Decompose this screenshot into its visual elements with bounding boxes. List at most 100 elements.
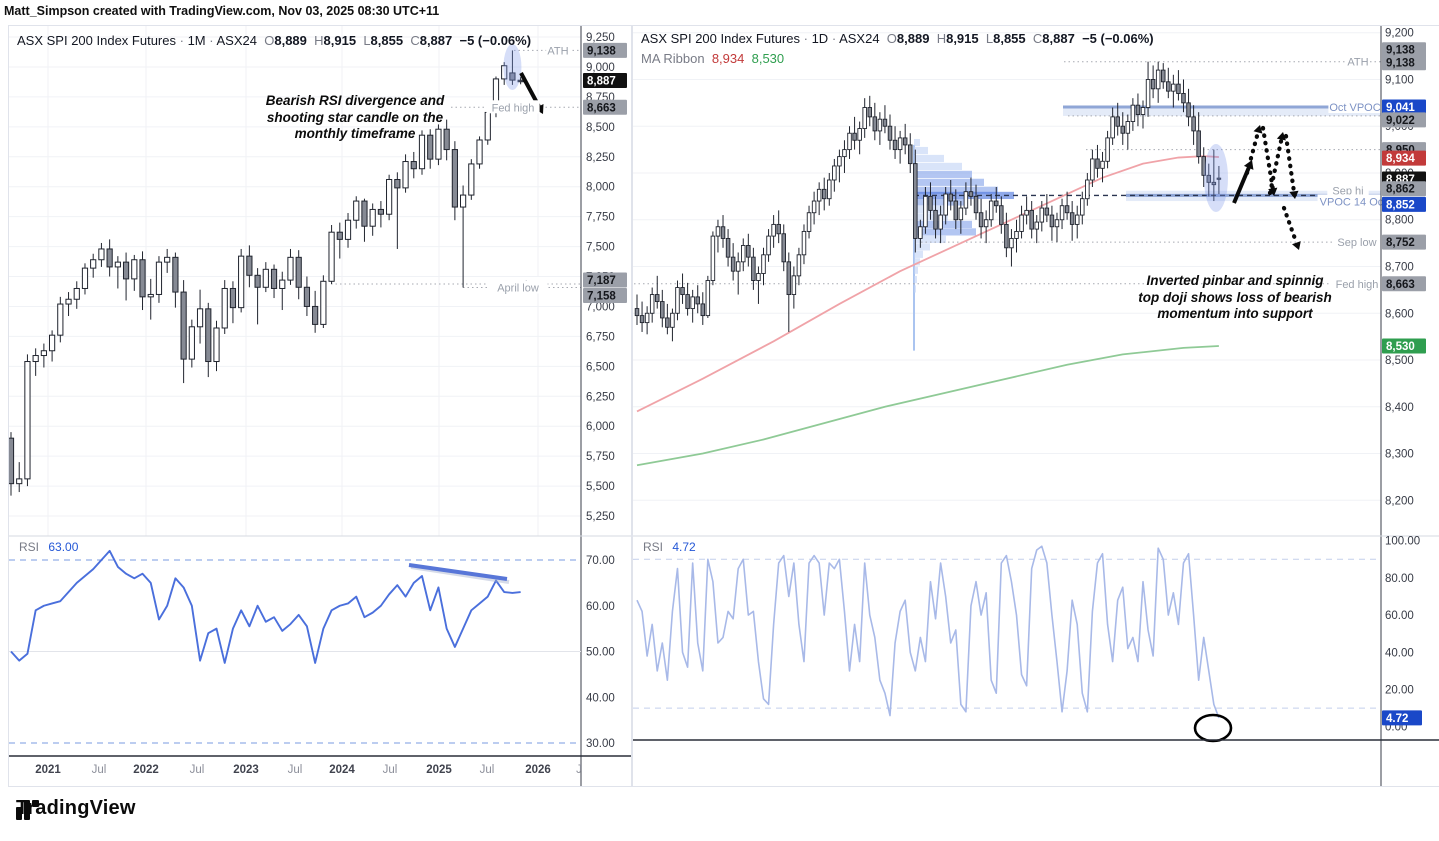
candle [933, 209, 938, 230]
symbol-title: ASX SPI 200 Index Futures [17, 33, 176, 48]
svg-text:30.00: 30.00 [586, 738, 615, 750]
interval-label[interactable]: 1D [811, 31, 829, 46]
candle [887, 125, 893, 141]
candle [882, 118, 888, 127]
time-axis-label[interactable]: Jul [190, 764, 205, 776]
open-value: 8,889 [274, 33, 307, 48]
candle [821, 188, 827, 200]
feed-label: ASX24 [839, 31, 880, 46]
monthly-candles [9, 50, 524, 496]
daily-legend[interactable]: ASX SPI 200 Index Futures · 1D · ASX24 O… [641, 31, 1154, 46]
candle [484, 111, 491, 141]
daily-candles [634, 61, 1222, 342]
candle [49, 334, 56, 352]
candle [1044, 207, 1050, 216]
axis-tick: 9,100 [1385, 74, 1414, 86]
daily-rsi-legend[interactable]: RSI 4.72 [643, 540, 696, 554]
candle [1069, 212, 1075, 225]
tradingview-logo-icon [16, 800, 39, 820]
candle [213, 327, 220, 363]
candle [862, 107, 867, 130]
candle [90, 259, 97, 269]
svg-text:8,852: 8,852 [1386, 199, 1415, 211]
candle [1211, 181, 1217, 186]
interval-label[interactable]: 1M [187, 33, 206, 48]
candle [509, 72, 516, 81]
candle [756, 273, 761, 281]
axis-tick: 8,700 [1385, 262, 1414, 274]
monthly-rsi-legend[interactable]: RSI 63.00 [19, 540, 79, 554]
candle [468, 163, 475, 196]
candle [857, 128, 862, 141]
candle [928, 195, 933, 211]
candle [1145, 79, 1151, 108]
time-axis-label[interactable]: Jul [288, 764, 303, 776]
time-axis-label[interactable]: Jul [480, 764, 495, 776]
axis-tick: 6,000 [586, 421, 615, 433]
candle [690, 296, 695, 310]
candle [418, 134, 426, 170]
price-badge [583, 42, 627, 58]
candle [978, 212, 984, 228]
time-axis-label[interactable]: 2023 [233, 764, 259, 776]
oct-value-area-band [1063, 107, 1381, 116]
candle [476, 139, 483, 165]
candle [229, 287, 237, 309]
daily-chart-pane[interactable]: ATH Oct VPOC Sep hi VPOC 14 Oct Sep low Fed h… [632, 25, 1439, 787]
monthly-legend[interactable]: ASX SPI 200 Index Futures · 1M · ASX24 O… [17, 33, 532, 48]
level-label: April low [497, 283, 539, 295]
candle [907, 144, 913, 165]
tradingview-logo[interactable]: TradingView [16, 797, 136, 820]
time-axis-label[interactable]: 2024 [329, 764, 355, 776]
candle [923, 195, 928, 228]
rsi-divergence-trendline[interactable] [408, 563, 508, 581]
price-badge [1382, 42, 1426, 58]
candle [246, 255, 253, 276]
candle [1110, 116, 1115, 139]
axis-tick: 6,250 [586, 391, 615, 403]
time-axis-label[interactable]: J [576, 764, 582, 776]
svg-text:9,138: 9,138 [587, 45, 616, 57]
candle [221, 287, 228, 329]
ma-ribbon-legend[interactable]: MA Ribbon 8,934 8,530 [641, 51, 785, 66]
time-axis-label[interactable]: 2026 [525, 764, 551, 776]
svg-text:9,022: 9,022 [1386, 115, 1415, 127]
candle [1201, 156, 1206, 176]
candle [402, 161, 409, 189]
svg-text:9,138: 9,138 [1386, 58, 1415, 70]
level-label: VPOC 14 Oct [1320, 196, 1387, 208]
axis-tick: 8,200 [1385, 495, 1414, 507]
candle [786, 261, 792, 296]
rsi-line [10, 549, 521, 664]
axis-tick: 5,750 [586, 451, 615, 463]
candle [320, 280, 327, 325]
candle [1150, 79, 1156, 90]
candle [1009, 237, 1014, 249]
candle [766, 235, 771, 256]
price-badge [583, 288, 627, 304]
candle [999, 205, 1004, 225]
candle [639, 315, 645, 324]
candle [172, 256, 179, 293]
time-axis-label[interactable]: Jul [92, 764, 107, 776]
time-axis-label[interactable]: 2025 [426, 764, 452, 776]
candle [867, 107, 873, 118]
level-label: Fed high [1336, 279, 1379, 291]
candle [832, 165, 837, 181]
high-value: 8,915 [323, 33, 357, 48]
svg-text:40.00: 40.00 [586, 692, 615, 704]
candle [40, 350, 47, 357]
candle [988, 200, 994, 221]
svg-text:4.72: 4.72 [1386, 713, 1408, 725]
time-axis-label[interactable]: Jul [383, 764, 398, 776]
time-axis-label[interactable]: 2022 [133, 764, 159, 776]
svg-text:7,158: 7,158 [587, 291, 616, 303]
candle [1059, 205, 1065, 221]
svg-text:8,663: 8,663 [587, 102, 616, 114]
candle [700, 303, 706, 317]
candle [114, 261, 121, 268]
time-axis-label[interactable]: 2021 [35, 764, 61, 776]
